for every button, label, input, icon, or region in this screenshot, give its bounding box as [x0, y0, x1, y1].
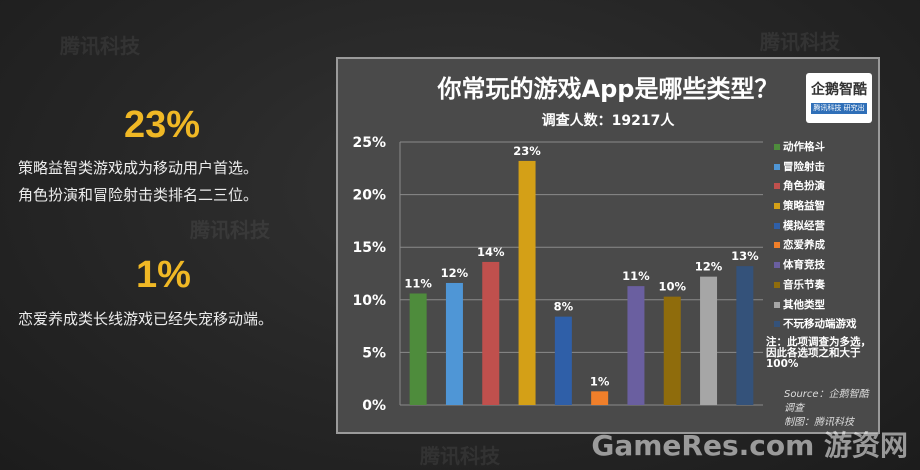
bar [445, 282, 463, 405]
legend-label: 不玩移动端游戏 [783, 318, 857, 331]
data-label: 11% [404, 276, 432, 290]
data-label: 1% [590, 374, 610, 388]
bar [736, 266, 754, 405]
stat-23-line1: 策略益智类游戏成为移动用户首选。 [18, 159, 259, 177]
legend-swatch [774, 301, 780, 308]
legend-swatch [774, 144, 780, 150]
watermark-brand: 腾讯科技 [420, 444, 500, 468]
bar [482, 261, 500, 405]
bar [518, 160, 536, 405]
source-text: Source：企鹅智酷调查 [784, 389, 869, 414]
legend-swatch [774, 203, 780, 210]
made-by-text: 制图：腾讯科技 [784, 417, 854, 428]
data-label: 12% [441, 266, 469, 280]
logo-text: 企鹅智酷 [811, 82, 867, 98]
data-label: 10% [658, 280, 686, 294]
data-label: 13% [731, 249, 759, 263]
legend-label: 策略益智 [783, 200, 825, 213]
y-tick-label: 15% [352, 240, 386, 256]
chart-source: Source：企鹅智酷调查 制图：腾讯科技 [784, 388, 878, 430]
bar [591, 391, 609, 405]
penguin-intelligence-logo: 企鹅智酷 腾讯科技 研究出品 [806, 73, 872, 123]
stat-1-description: 恋爱养成类长线游戏已经失宠移动端。 [18, 306, 273, 333]
chart-panel: 你常玩的游戏App是哪些类型？ 调查人数：19217人 企鹅智酷 腾讯科技 研究… [336, 57, 880, 434]
legend-label: 音乐节奏 [783, 278, 825, 291]
legend-swatch [774, 163, 780, 170]
legend-label: 模拟经营 [783, 219, 825, 232]
bar [627, 286, 645, 405]
chart-title: 你常玩的游戏App是哪些类型？ [437, 75, 779, 103]
stat-23-description: 策略益智类游戏成为移动用户首选。 角色扮演和冒险射击类排名二三位。 [18, 155, 258, 209]
chart-note: 注：此项调查为多选，因此各选项之和大于100% [766, 336, 871, 370]
left-summary: 23% 策略益智类游戏成为移动用户首选。 角色扮演和冒险射击类排名二三位。 1%… [0, 0, 330, 470]
legend-swatch [774, 281, 780, 288]
stat-23-line2: 角色扮演和冒险射击类排名二三位。 [18, 186, 259, 204]
y-tick-label: 25% [352, 135, 386, 151]
stat-1-line1: 恋爱养成类长线游戏已经失宠移动端。 [18, 310, 274, 328]
stat-23-percent: 23% [124, 104, 201, 146]
watermark-brand: 腾讯科技 [760, 30, 840, 54]
watermark-brand: 腾讯科技 [190, 218, 270, 242]
bar [663, 296, 681, 405]
bar [409, 293, 427, 405]
data-label: 12% [695, 260, 723, 274]
legend-label: 角色扮演 [783, 180, 825, 193]
legend-swatch [774, 321, 780, 328]
legend-label: 冒险射击 [783, 160, 825, 173]
legend-swatch [774, 222, 780, 229]
bar-chart: 0% 5% 10% 15% 20% 25% 11% 12% 14% 23% 8% 1% 11% 10% 12… [352, 135, 763, 414]
y-tick-label: 10% [352, 293, 386, 309]
chart-subtitle: 调查人数：19217人 [541, 113, 675, 129]
legend-label: 动作格斗 [783, 141, 825, 153]
legend-label: 体育竞技 [783, 259, 825, 272]
gameres-watermark: GameRes.com 游资网 [591, 429, 908, 462]
legend-swatch [774, 242, 780, 249]
legend-label: 其他类型 [783, 298, 825, 311]
data-label: 14% [477, 245, 505, 259]
data-label: 8% [554, 300, 574, 314]
y-tick-label: 0% [362, 398, 386, 414]
bar [700, 276, 718, 405]
y-tick-label: 5% [362, 345, 386, 361]
bar [554, 316, 572, 405]
legend-swatch [774, 262, 780, 269]
data-label: 11% [622, 269, 650, 283]
y-tick-label: 20% [352, 188, 386, 204]
logo-tagline: 腾讯科技 研究出品 [811, 103, 867, 123]
stat-1-percent: 1% [136, 254, 191, 296]
legend-swatch [774, 183, 780, 190]
data-label: 23% [513, 144, 541, 158]
legend-label: 恋爱养成 [783, 239, 825, 252]
watermark-brand: 腾讯科技 [60, 34, 140, 58]
